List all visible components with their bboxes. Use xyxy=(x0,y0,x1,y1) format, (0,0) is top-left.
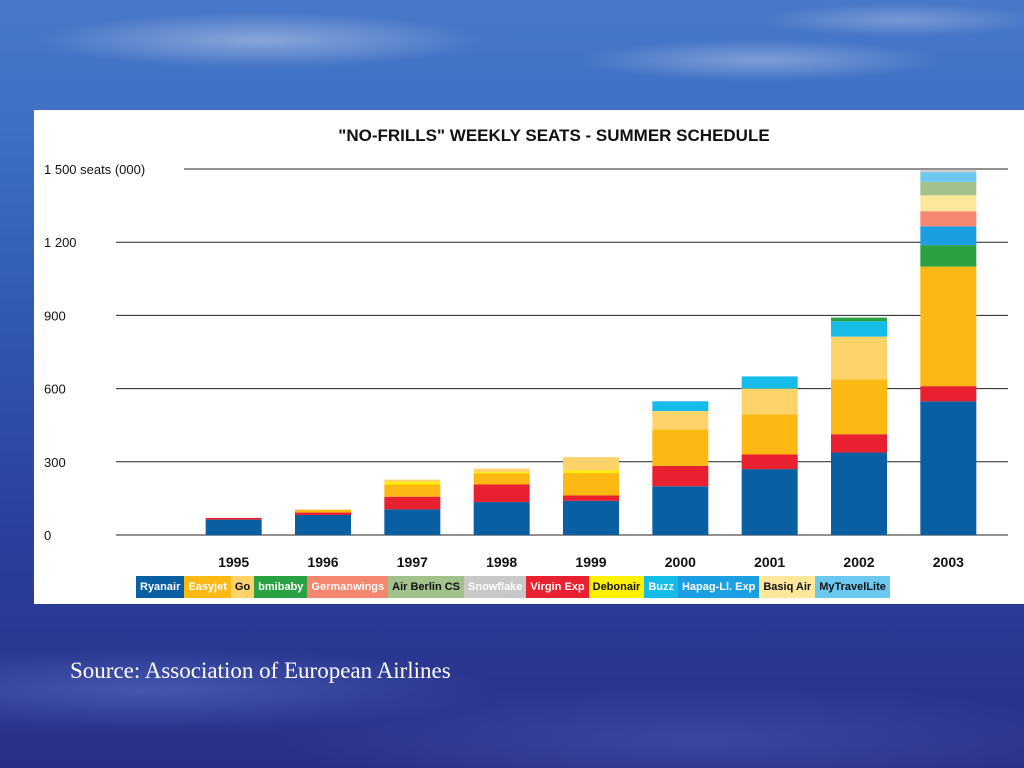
legend-item-debonair: Debonair xyxy=(588,576,645,598)
bar-segment-ryanair-1996 xyxy=(295,514,351,535)
y-tick-label: 0 xyxy=(44,528,51,543)
bar-segment-ryanair-1998 xyxy=(473,502,530,535)
bar-segment-ryanair-1995 xyxy=(205,519,262,535)
legend-item-mytravellite: MyTravelLite xyxy=(815,576,890,598)
x-tick-label: 1999 xyxy=(575,554,606,570)
source-caption: Source: Association of European Airlines xyxy=(70,658,451,683)
x-tick-label: 2003 xyxy=(933,554,964,570)
bar-segment-easyjet-1996 xyxy=(295,509,351,513)
chart-panel: "NO-FRILLS" WEEKLY SEATS - SUMMER SCHEDU… xyxy=(34,110,1024,604)
bars xyxy=(205,170,977,535)
legend-item-hapag-ll-exp: Hapag-Ll. Exp xyxy=(677,576,760,598)
bar-segment-ryanair-2003 xyxy=(920,401,977,535)
bar-segment-virgin-exp-2002 xyxy=(831,434,887,453)
legend-item-easyjet: Easyjet xyxy=(184,576,231,598)
bar-segment-air-berlin-cs-2003 xyxy=(920,181,977,196)
bar-segment-germanwings-2003 xyxy=(920,211,977,227)
bar-segment-easyjet-2003 xyxy=(920,266,977,387)
bar-segment-easyjet-2001 xyxy=(741,414,798,455)
bar-segment-easyjet-1998 xyxy=(473,473,530,485)
legend-item-ryanair: Ryanair xyxy=(136,576,185,598)
x-tick-label: 1998 xyxy=(486,554,517,570)
bar-segment-easyjet-1999 xyxy=(563,473,619,496)
bar-segment-bmibaby-2003 xyxy=(920,245,977,267)
legend-item-go: Go xyxy=(230,576,255,598)
y-tick-label: 600 xyxy=(44,382,66,397)
bar-segment-easyjet-2002 xyxy=(831,379,887,435)
grid-lines: 1 500 seats (000) 1 200 900 600 300 0 xyxy=(44,162,1008,543)
legend-item-air-berlin-cs: Air Berlin CS xyxy=(388,576,465,598)
bar-segment-go-2000 xyxy=(652,411,709,430)
bar-segment-virgin-exp-1999 xyxy=(563,495,619,501)
bar-segment-buzz-2001 xyxy=(741,376,798,389)
bar-segment-debonair-1997 xyxy=(384,482,441,485)
legend-item-snowflake: Snowflake xyxy=(464,576,527,598)
bar-segment-buzz-2000 xyxy=(652,401,709,412)
legend-item-buzz: Buzz xyxy=(644,576,678,598)
stacked-bar-chart: "NO-FRILLS" WEEKLY SEATS - SUMMER SCHEDU… xyxy=(44,126,1008,570)
bar-segment-ryanair-2001 xyxy=(741,469,798,535)
bar-segment-debonair-1999 xyxy=(563,470,619,474)
bar-segment-mytravellite-2003 xyxy=(920,172,977,182)
x-tick-label: 1997 xyxy=(397,554,428,570)
bar-segment-easyjet-1997 xyxy=(384,484,441,497)
bar-segment-ryanair-2000 xyxy=(652,486,709,535)
x-tick-label: 2000 xyxy=(665,554,696,570)
bar-segment-virgin-exp-1996 xyxy=(295,512,351,515)
bar-segment-virgin-exp-1997 xyxy=(384,496,441,510)
legend-item-basiq-air: Basiq Air xyxy=(759,576,816,598)
y-tick-label: 900 xyxy=(44,308,66,323)
bar-segment-go-1997 xyxy=(384,479,441,483)
bar-segment-ryanair-1997 xyxy=(384,509,441,535)
x-tick-label: 1995 xyxy=(218,554,249,570)
bar-segment-bmibaby-2002 xyxy=(831,317,887,322)
y-tick-label: 1 200 xyxy=(44,235,77,250)
legend-item-virgin-exp: Virgin Exp xyxy=(526,576,589,598)
bar-segment-virgin-exp-2000 xyxy=(652,465,709,487)
bar-segment-go-1999 xyxy=(563,457,619,471)
bar-segment-virgin-exp-2001 xyxy=(741,454,798,470)
legend-item-germanwings: Germanwings xyxy=(307,576,389,598)
bar-segment-go-2001 xyxy=(741,388,798,415)
bar-segment-virgin-exp-1998 xyxy=(473,484,530,503)
bar-segment-go-1998 xyxy=(473,468,530,473)
bar-segment-ryanair-1999 xyxy=(563,500,619,535)
y-tick-label: 300 xyxy=(44,455,66,470)
x-tick-label: 1996 xyxy=(307,554,338,570)
chart-title: "NO-FRILLS" WEEKLY SEATS - SUMMER SCHEDU… xyxy=(338,126,769,145)
x-tick-label: 2002 xyxy=(843,554,874,570)
bar-segment-virgin-exp-2003 xyxy=(920,386,977,402)
bar-segment-snowflake-2003 xyxy=(920,170,977,173)
bar-segment-basiq-air-2003 xyxy=(920,195,977,212)
x-tick-label: 2001 xyxy=(754,554,785,570)
bar-segment-debonair-1998 xyxy=(473,472,530,474)
bar-segment-buzz-2002 xyxy=(831,321,887,337)
x-tick-labels: 1995 1996 1997 1998 1999 2000 2001 2002 2003 xyxy=(218,554,964,570)
bar-segment-virgin-exp-1995 xyxy=(205,517,262,520)
bar-segment-ryanair-2002 xyxy=(831,452,887,535)
bar-segment-hapag-ll-exp-2003 xyxy=(920,226,977,246)
bar-segment-easyjet-2000 xyxy=(652,429,709,466)
bar-segment-go-2002 xyxy=(831,336,887,380)
y-tick-label: 1 500 seats (000) xyxy=(44,162,145,177)
legend: Ryanair Easyjet Go bmibaby Germanwings Air Be… xyxy=(136,576,890,598)
legend-item-bmibaby: bmibaby xyxy=(254,576,308,598)
